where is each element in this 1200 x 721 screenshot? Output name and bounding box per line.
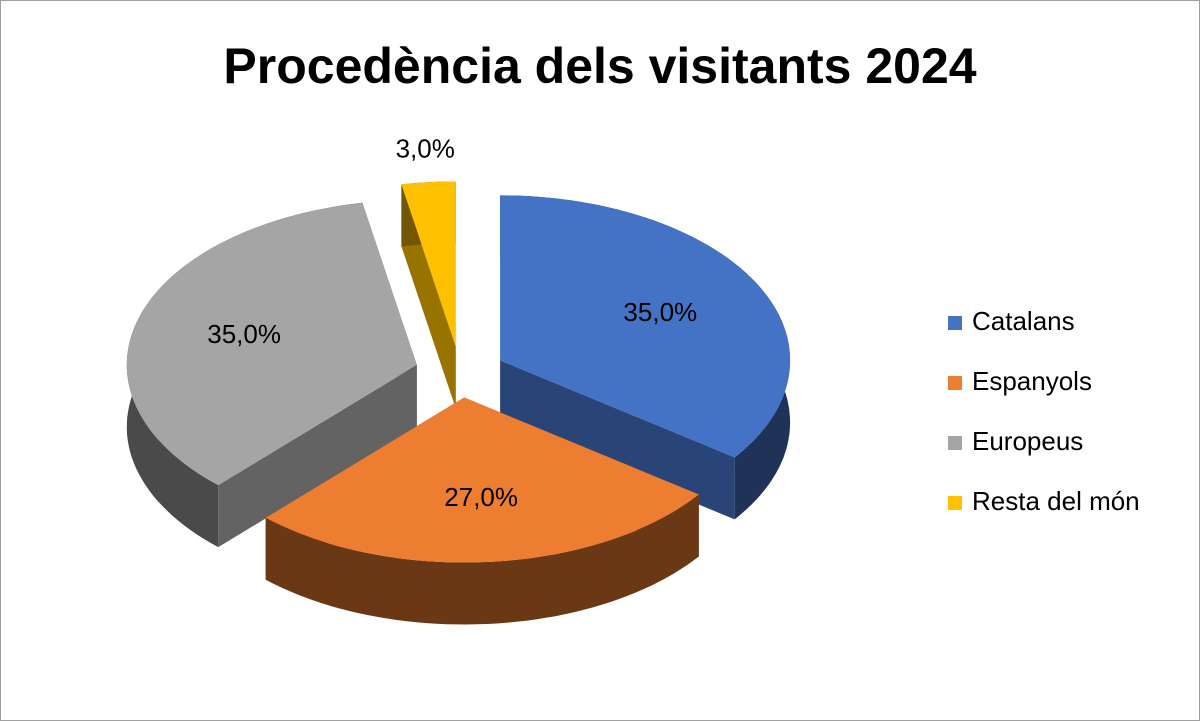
slice-side bbox=[218, 364, 417, 548]
chart-title: Procedència dels visitants 2024 bbox=[223, 38, 976, 94]
slice-side bbox=[500, 360, 735, 520]
data-label: 27,0% bbox=[444, 482, 518, 512]
pie-slice bbox=[126, 202, 417, 548]
slice-top bbox=[265, 397, 699, 563]
pie-slice bbox=[401, 181, 456, 409]
slice-top bbox=[401, 181, 456, 347]
slice-wall bbox=[265, 494, 699, 625]
legend-label: Europeus bbox=[972, 426, 1083, 456]
slice-top bbox=[500, 195, 791, 458]
data-label: 35,0% bbox=[623, 297, 697, 327]
legend-label: Resta del món bbox=[972, 486, 1140, 516]
data-label: 35,0% bbox=[207, 319, 281, 349]
pie-slice bbox=[265, 397, 699, 625]
legend-swatch bbox=[948, 376, 962, 390]
legend-label: Espanyols bbox=[972, 366, 1092, 396]
pie-slice bbox=[500, 195, 791, 520]
legend-swatch bbox=[948, 496, 962, 510]
legend-swatch bbox=[948, 436, 962, 450]
slice-top bbox=[126, 202, 417, 486]
legend-swatch bbox=[948, 316, 962, 330]
legend-label: Catalans bbox=[972, 306, 1075, 336]
data-label: 3,0% bbox=[396, 133, 455, 163]
